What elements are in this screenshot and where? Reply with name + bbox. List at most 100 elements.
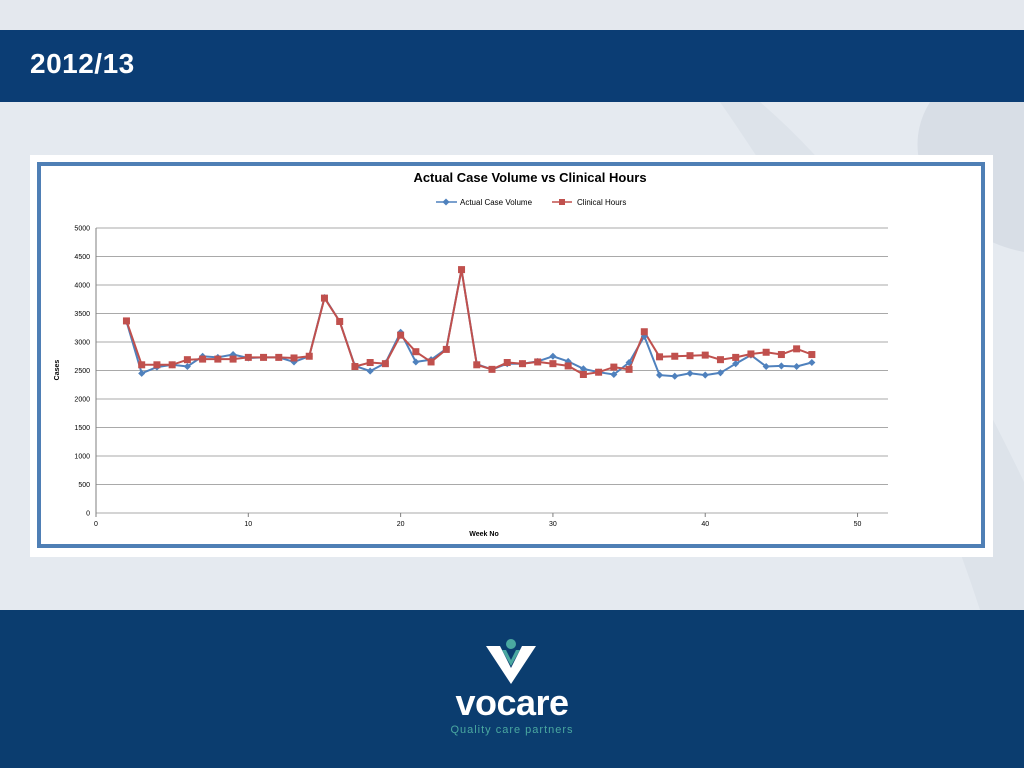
legend-marker-clinical-hours [559, 199, 565, 205]
data-point-clinical-hours [640, 328, 648, 336]
chart-frame [37, 162, 985, 548]
data-point-clinical-hours [244, 353, 252, 361]
data-point-actual-case-volume [138, 369, 146, 377]
y-tick-label: 1500 [74, 425, 90, 432]
x-tick-label: 20 [397, 521, 405, 528]
data-point-clinical-hours [412, 348, 420, 356]
data-point-clinical-hours [610, 363, 618, 371]
data-point-clinical-hours [595, 368, 603, 376]
data-point-clinical-hours [214, 355, 222, 363]
data-point-clinical-hours [122, 317, 130, 325]
data-point-actual-case-volume [777, 362, 785, 370]
data-point-clinical-hours [686, 352, 694, 360]
data-point-clinical-hours [808, 351, 816, 359]
data-point-clinical-hours [701, 351, 709, 359]
data-point-clinical-hours [366, 359, 374, 367]
x-tick-label: 40 [701, 521, 709, 528]
data-point-clinical-hours [138, 361, 146, 369]
chart-legend: Actual Case Volume Clinical Hours [436, 198, 626, 207]
data-point-clinical-hours [625, 365, 633, 373]
data-point-clinical-hours [153, 361, 161, 369]
data-point-clinical-hours [671, 352, 679, 360]
x-tick-label: 50 [854, 521, 862, 528]
data-point-clinical-hours [458, 266, 466, 274]
data-point-clinical-hours [336, 317, 344, 325]
data-point-clinical-hours [199, 355, 207, 363]
data-point-actual-case-volume [610, 370, 618, 379]
data-point-clinical-hours [183, 356, 191, 364]
data-point-clinical-hours [716, 356, 724, 364]
data-point-actual-case-volume [701, 371, 709, 379]
data-point-clinical-hours [777, 351, 785, 359]
data-point-actual-case-volume [808, 358, 816, 367]
y-tick-label: 3000 [74, 340, 90, 347]
x-tick-label: 0 [94, 521, 98, 528]
data-point-actual-case-volume [762, 362, 770, 371]
logo-tagline: Quality care partners [450, 724, 574, 736]
data-point-clinical-hours [747, 350, 755, 358]
x-tick-label: 10 [244, 521, 252, 528]
data-point-actual-case-volume [366, 367, 374, 375]
title-bar [0, 30, 1024, 102]
data-point-clinical-hours [351, 363, 359, 371]
logo-wordmark: vocare [455, 682, 569, 723]
data-point-clinical-hours [427, 358, 435, 366]
data-point-clinical-hours [793, 345, 801, 353]
slide-title: 2012/13 [30, 48, 135, 79]
data-point-clinical-hours [732, 353, 740, 361]
top-strip [0, 0, 1024, 30]
footer: vocare Quality care partners [0, 610, 1024, 768]
data-point-clinical-hours [260, 353, 268, 361]
data-point-clinical-hours [290, 354, 298, 362]
data-point-clinical-hours [762, 348, 770, 356]
data-point-clinical-hours [503, 359, 511, 367]
data-point-actual-case-volume [686, 369, 694, 377]
x-tick-label: 30 [549, 521, 557, 528]
data-point-actual-case-volume [625, 358, 633, 367]
y-tick-label: 500 [78, 482, 90, 489]
y-axis-ticks: 0 500 1000 1500 2000 2500 3000 3500 4000 4500 5000 [74, 226, 90, 518]
x-axis-label: Week No [469, 531, 498, 538]
line-chart: Actual Case Volume vs Clinical Hours Act… [54, 170, 888, 538]
vocare-logo: vocare Quality care partners [0, 610, 1024, 768]
y-tick-label: 1000 [74, 454, 90, 461]
legend-label-actual-case-volume: Actual Case Volume [460, 198, 533, 207]
data-point-clinical-hours [534, 358, 542, 366]
y-axis-label: Cases [54, 360, 61, 381]
chart-title: Actual Case Volume vs Clinical Hours [413, 170, 646, 185]
data-point-clinical-hours [168, 361, 176, 369]
data-point-clinical-hours [381, 360, 389, 368]
x-axis-ticks: 0 10 20 30 40 50 [94, 513, 862, 528]
data-point-actual-case-volume [549, 352, 557, 360]
series-lines [125, 269, 813, 378]
data-point-clinical-hours [564, 362, 572, 370]
vocare-v-icon [486, 639, 536, 684]
data-point-actual-case-volume [793, 362, 801, 371]
y-tick-label: 5000 [74, 226, 90, 233]
data-point-actual-case-volume [656, 371, 664, 379]
data-point-clinical-hours [442, 345, 450, 353]
data-point-clinical-hours [320, 294, 328, 302]
data-point-actual-case-volume [716, 369, 724, 377]
data-point-actual-case-volume [183, 362, 191, 371]
data-point-clinical-hours [305, 352, 313, 360]
data-point-actual-case-volume [579, 365, 587, 373]
data-point-clinical-hours [518, 360, 526, 368]
gridlines [95, 227, 888, 514]
data-point-clinical-hours [397, 331, 405, 339]
data-point-clinical-hours [229, 355, 237, 363]
y-tick-label: 4000 [74, 283, 90, 290]
legend-label-clinical-hours: Clinical Hours [577, 198, 626, 207]
series-markers [122, 266, 816, 380]
series-line-clinical-hours [125, 269, 813, 376]
y-tick-label: 4500 [74, 254, 90, 261]
data-point-actual-case-volume [671, 372, 679, 380]
data-point-actual-case-volume [732, 360, 740, 368]
y-tick-label: 0 [86, 511, 90, 518]
data-point-clinical-hours [549, 360, 557, 368]
legend-marker-actual-case-volume [442, 198, 450, 206]
data-point-clinical-hours [473, 361, 481, 369]
data-point-clinical-hours [579, 370, 587, 378]
data-point-clinical-hours [275, 353, 283, 361]
data-point-actual-case-volume [412, 358, 420, 366]
